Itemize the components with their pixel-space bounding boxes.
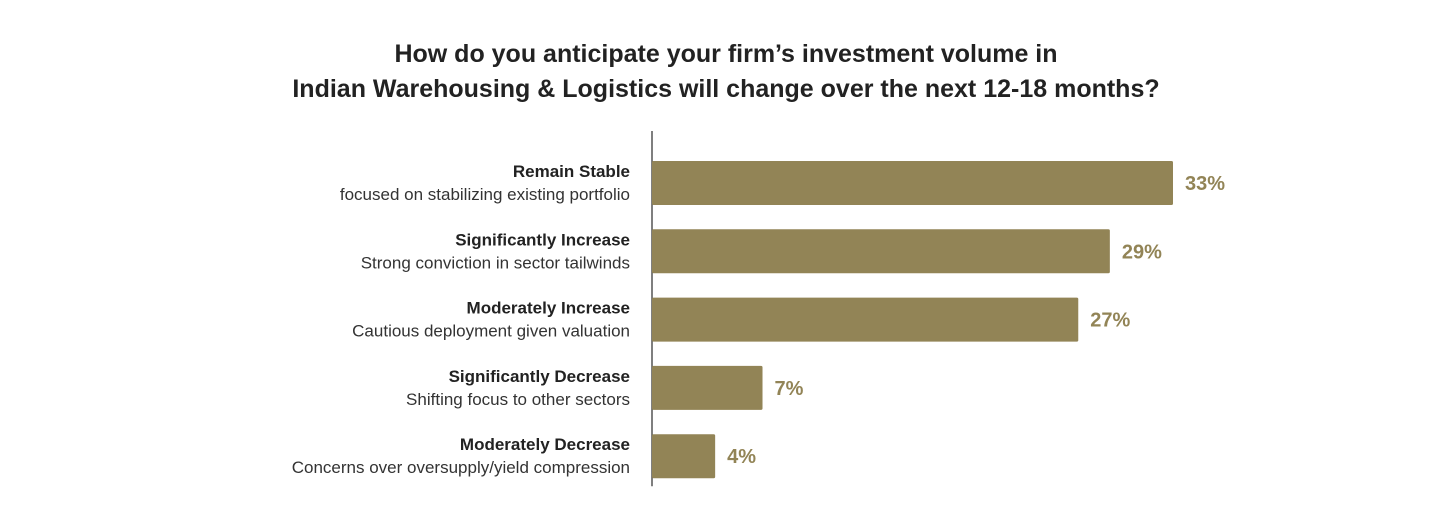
category-name-significantly-decrease: Significantly Decrease <box>449 367 630 386</box>
category-name-remain-stable: Remain Stable <box>513 162 630 181</box>
bar-remain-stable <box>652 161 1173 205</box>
bar-moderately-decrease <box>652 434 716 479</box>
category-name-significantly-increase: Significantly Increase <box>455 230 630 249</box>
chart-title-line-2: Indian Warehousing & Logistics will chan… <box>292 75 1160 103</box>
bar-moderately-increase <box>652 297 1079 342</box>
category-description-significantly-decrease: Shifting focus to other sectors <box>406 390 630 409</box>
category-description-remain-stable: focused on stabilizing existing portfoli… <box>340 185 630 204</box>
category-description-moderately-decrease: Concerns over oversupply/yield compressi… <box>292 458 630 477</box>
category-description-significantly-increase: Strong conviction in sector tailwinds <box>361 253 630 272</box>
bar-significantly-increase <box>652 229 1110 274</box>
bar-significantly-decrease <box>652 365 763 410</box>
category-name-moderately-increase: Moderately Increase <box>467 299 630 318</box>
value-label-significantly-decrease: 7% <box>775 378 804 400</box>
chart-title-line-1: How do you anticipate your firm’s invest… <box>394 40 1058 68</box>
value-label-moderately-increase: 27% <box>1090 310 1130 332</box>
value-label-moderately-decrease: 4% <box>727 446 756 468</box>
value-label-significantly-increase: 29% <box>1122 241 1162 263</box>
category-description-moderately-increase: Cautious deployment given valuation <box>352 322 630 341</box>
category-name-moderately-decrease: Moderately Decrease <box>460 435 630 454</box>
value-label-remain-stable: 33% <box>1185 173 1225 195</box>
